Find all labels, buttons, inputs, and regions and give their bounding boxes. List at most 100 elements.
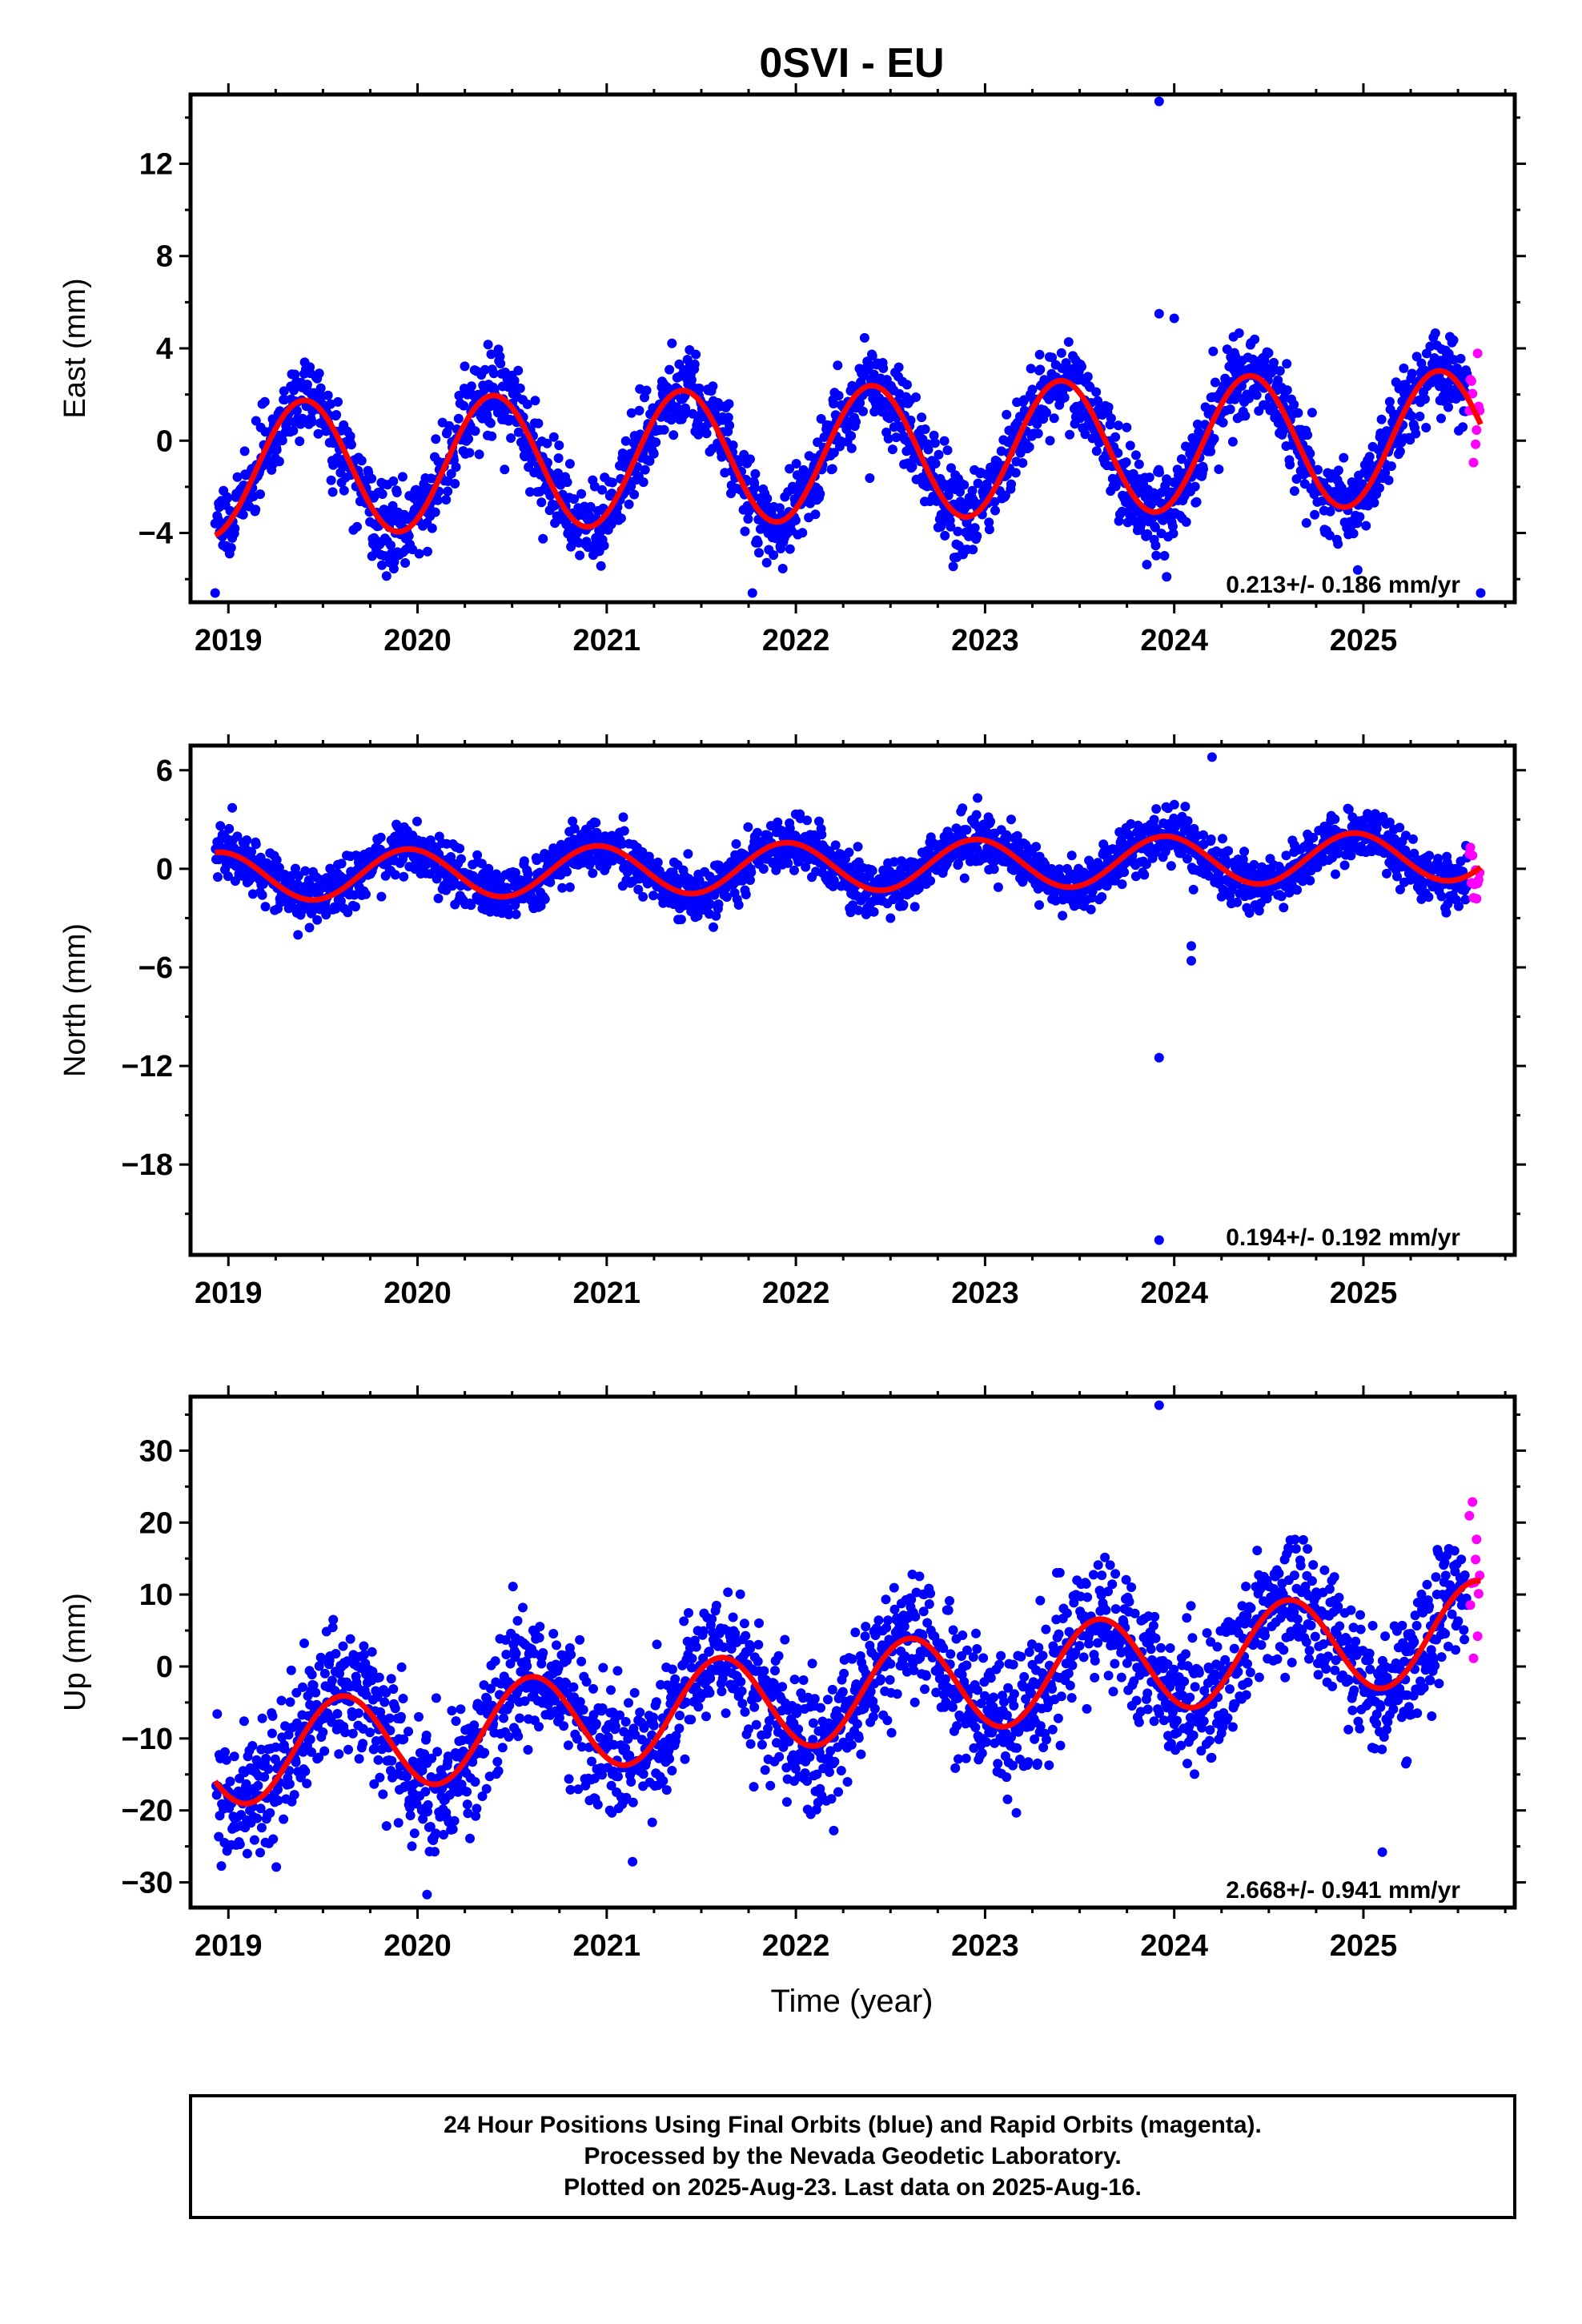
final-orbit-point — [486, 349, 496, 360]
final-orbit-point — [1383, 475, 1394, 485]
final-orbit-point — [1460, 895, 1471, 905]
final-orbit-point — [276, 1695, 287, 1706]
plot-frame — [188, 743, 1517, 1257]
x-tick-label: 2022 — [762, 624, 830, 657]
final-orbit-point — [530, 396, 540, 406]
final-orbit-point — [724, 399, 734, 409]
x-tick-label: 2025 — [1330, 1277, 1398, 1310]
final-orbit-point — [1027, 384, 1038, 395]
final-orbit-point — [430, 507, 440, 517]
final-orbit-point — [271, 854, 282, 865]
final-orbit-point — [681, 403, 691, 413]
x-tick-label: 2020 — [383, 1277, 452, 1310]
final-orbit-point — [470, 426, 480, 436]
final-orbit-point — [891, 432, 901, 443]
final-orbit-point — [720, 468, 730, 478]
final-orbit-point — [1289, 400, 1299, 410]
final-orbit-point — [515, 383, 525, 393]
final-orbit-point — [1034, 900, 1044, 911]
final-orbit-point — [1279, 903, 1289, 913]
final-orbit-point — [867, 351, 877, 361]
y-tick-label: 12 — [139, 148, 173, 182]
final-orbit-point — [391, 488, 402, 497]
final-orbit-point — [829, 448, 839, 458]
final-orbit-point — [379, 1697, 390, 1707]
final-orbit-point — [1339, 452, 1349, 463]
final-orbit-point — [1269, 357, 1279, 368]
final-orbit-point — [251, 505, 261, 515]
final-orbit-point — [1059, 392, 1070, 403]
final-orbit-point — [1058, 911, 1068, 921]
final-orbit-point — [387, 1755, 397, 1766]
final-orbit-point — [740, 526, 750, 537]
final-orbit-point — [225, 1776, 235, 1787]
final-orbit-point — [1476, 588, 1486, 598]
final-orbit-point — [216, 1861, 227, 1872]
final-orbit-point — [1006, 814, 1016, 825]
final-orbit-point — [825, 420, 834, 431]
y-tick-label: 4 — [156, 332, 173, 366]
final-orbit-point — [432, 495, 443, 505]
final-orbit-point — [669, 430, 679, 440]
final-orbit-point — [336, 858, 347, 869]
final-orbit-point — [229, 1751, 239, 1762]
final-orbit-point — [1355, 512, 1365, 522]
final-orbit-point — [654, 866, 665, 876]
final-orbit-point — [328, 1614, 339, 1625]
final-orbit-point — [356, 456, 367, 466]
final-orbit-point — [1240, 411, 1251, 421]
final-orbit-point — [688, 408, 698, 419]
final-orbit-point — [711, 911, 721, 921]
final-orbit-point — [1273, 375, 1283, 385]
final-orbit-point — [801, 862, 811, 872]
final-orbit-point — [1443, 402, 1453, 412]
final-orbit-point — [1346, 850, 1356, 861]
final-orbit-point — [1223, 846, 1234, 856]
final-orbit-point — [359, 1641, 369, 1651]
final-orbit-point — [274, 456, 284, 467]
final-orbit-point — [257, 1713, 267, 1723]
final-orbit-point — [1154, 308, 1164, 319]
final-orbit-point — [1142, 529, 1153, 539]
final-orbit-point — [1091, 387, 1102, 397]
final-orbit-point — [1436, 413, 1446, 424]
final-orbit-point — [239, 1716, 249, 1727]
final-orbit-point — [1375, 483, 1384, 493]
final-orbit-point — [343, 1744, 353, 1755]
final-orbit-point — [859, 332, 869, 343]
final-orbit-point — [1169, 799, 1179, 810]
final-orbit-point — [536, 497, 547, 508]
final-orbit-point — [1049, 413, 1059, 424]
final-orbit-point — [326, 475, 336, 485]
final-orbit-point — [591, 818, 601, 828]
final-orbit-point — [1117, 879, 1127, 890]
final-orbit-point — [352, 521, 362, 532]
final-orbit-point — [1191, 497, 1202, 507]
east-panel: 2019 2020 2021 2022 2023 2024 2025−404812East … — [58, 83, 1526, 657]
final-orbit-point — [1166, 861, 1176, 871]
final-orbit-point — [347, 1728, 358, 1739]
rapid-orbit-point — [1465, 842, 1476, 853]
final-orbit-point — [758, 864, 769, 874]
final-orbit-point — [641, 385, 652, 396]
final-orbit-point — [1086, 904, 1096, 915]
final-orbit-point — [267, 1728, 277, 1739]
final-orbit-point — [331, 1649, 341, 1659]
final-orbit-point — [993, 882, 1003, 892]
final-orbit-point — [1031, 842, 1042, 852]
final-orbit-point — [885, 913, 896, 923]
final-orbit-point — [1122, 422, 1132, 432]
final-orbit-point — [519, 856, 529, 866]
final-orbit-point — [377, 560, 387, 570]
final-orbit-point — [659, 424, 669, 435]
velocity-annotation: 0.194+/- 0.192 mm/yr — [1226, 1224, 1460, 1251]
final-orbit-point — [279, 386, 289, 396]
final-orbit-point — [883, 433, 893, 444]
final-orbit-point — [1144, 472, 1154, 483]
final-orbit-point — [1188, 884, 1199, 895]
final-orbit-point — [444, 420, 455, 431]
final-orbit-point — [1408, 834, 1418, 844]
final-orbit-point — [388, 564, 399, 574]
final-orbit-point — [973, 478, 983, 489]
rapid-orbit-point — [1471, 439, 1481, 449]
